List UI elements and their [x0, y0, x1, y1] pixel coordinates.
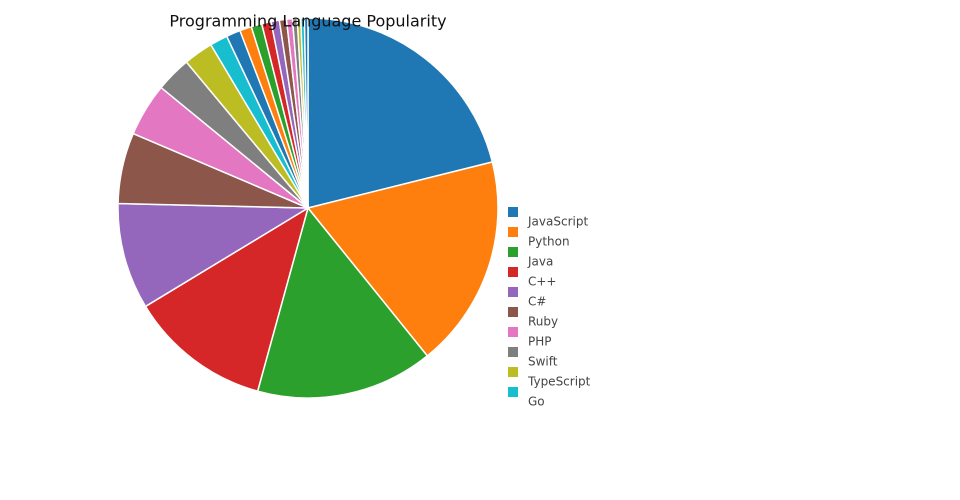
legend-swatch — [508, 207, 518, 217]
legend-swatch — [508, 307, 518, 317]
pie-slice — [306, 161, 499, 357]
pie-slice — [303, 17, 309, 209]
pie — [117, 17, 499, 399]
pie-slice — [117, 202, 311, 308]
legend-swatch — [508, 287, 518, 297]
pie-slice — [307, 17, 494, 209]
legend-swatch — [508, 247, 518, 257]
legend-label: Java — [527, 255, 553, 269]
legend-swatch — [508, 267, 518, 277]
legend-swatch — [508, 227, 518, 237]
legend-label: Ruby — [528, 315, 558, 329]
legend-swatch — [508, 347, 518, 357]
legend-label: Python — [528, 235, 570, 249]
legend-label: Go — [528, 395, 545, 409]
legend-label: C++ — [528, 275, 557, 289]
legend-swatch — [508, 367, 518, 377]
legend-swatch — [508, 327, 518, 337]
legend-label: TypeScript — [527, 375, 591, 389]
pie-slice — [144, 206, 310, 393]
legend-label: C# — [528, 295, 546, 309]
pie-slice — [256, 206, 429, 399]
legend-label: PHP — [528, 335, 552, 349]
chart-title: Programming Language Popularity — [169, 12, 446, 31]
legend-label: JavaScript — [527, 215, 588, 229]
legend-label: Swift — [528, 355, 558, 369]
legend-swatch — [508, 387, 518, 397]
